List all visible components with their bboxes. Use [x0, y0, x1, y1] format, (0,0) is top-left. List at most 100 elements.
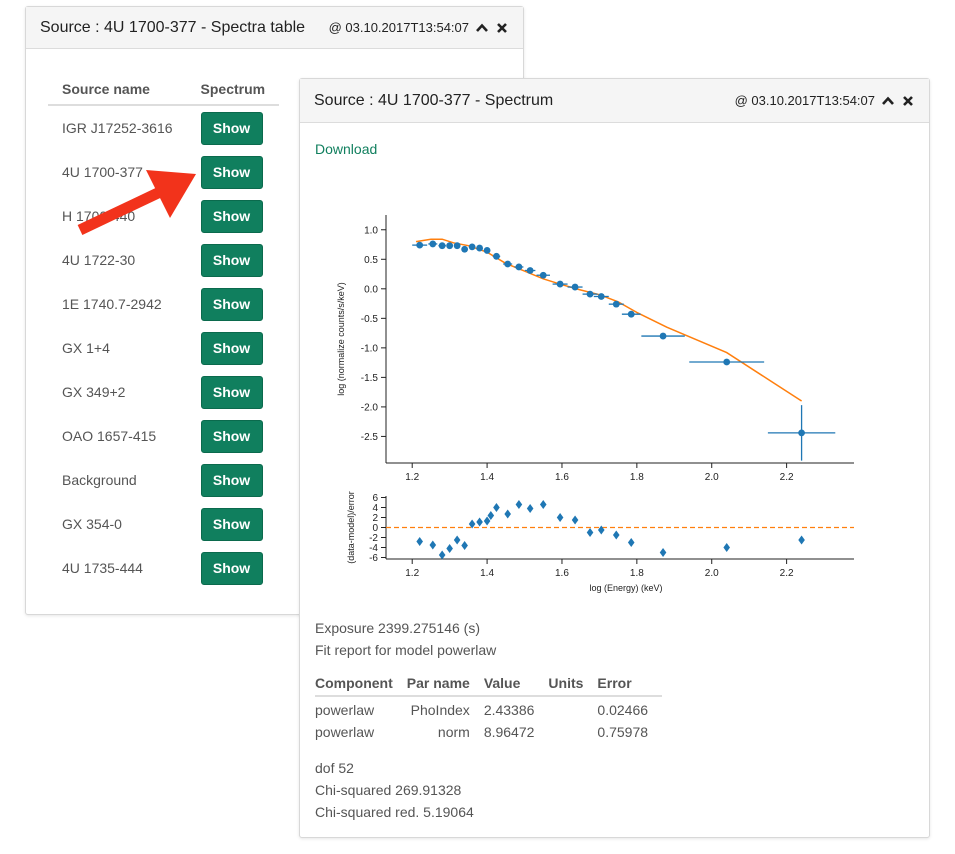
- model-line: [415, 238, 803, 402]
- spectrum-header: Source : 4U 1700-377 - Spectrum @ 03.10.…: [300, 79, 929, 123]
- source-name-cell: 4U 1722-30: [62, 252, 136, 268]
- table-row: GX 354-0 Show: [48, 502, 279, 546]
- fit-cell-units: [548, 696, 597, 719]
- chevron-up-icon[interactable]: [881, 94, 895, 108]
- spectrum-title: Source : 4U 1700-377 - Spectrum: [314, 91, 554, 109]
- residual-y-tick-label: -2: [369, 533, 378, 544]
- data-point: [416, 241, 424, 249]
- table-header-row: Source name Spectrum: [48, 77, 280, 106]
- residual-y-tick-label: 6: [372, 493, 378, 504]
- residual-point: [438, 550, 446, 560]
- spectrum-cell: Show: [187, 282, 280, 326]
- close-icon[interactable]: [901, 94, 915, 108]
- spectrum-cell: Show: [187, 326, 280, 370]
- data-point: [504, 260, 512, 268]
- residual-point: [586, 528, 594, 537]
- residual-point: [453, 535, 461, 545]
- column-header-spectrum: Spectrum: [186, 77, 280, 106]
- residual-x-axis-label: log (Energy) (keV): [589, 583, 662, 593]
- chi-squared-text: Chi-squared 269.91328: [315, 782, 462, 798]
- fit-table-row: powerlaw norm 8.96472 0.75978: [315, 719, 662, 741]
- fit-report-text: Fit report for model powerlaw: [315, 642, 497, 658]
- residual-point: [429, 540, 437, 550]
- residual-point: [461, 541, 468, 550]
- fit-table-header-row: Component Par name Value Units Error: [315, 675, 663, 697]
- fit-header-par-name: Par name: [406, 675, 484, 697]
- show-spectrum-button[interactable]: Show: [200, 243, 263, 277]
- spectra-table-header: Source : 4U 1700-377 - Spectra table @ 0…: [26, 7, 523, 49]
- exposure-text: Exposure 2399.275146 (s): [315, 620, 480, 636]
- arrow-pointer-icon: [77, 170, 196, 235]
- fit-cell-par-name: PhoIndex: [410, 702, 470, 718]
- show-spectrum-button[interactable]: Show: [200, 111, 263, 145]
- data-point: [586, 290, 594, 298]
- fit-header-error: Error: [597, 675, 663, 697]
- column-header-source-name: Source name: [48, 77, 187, 106]
- data-point: [571, 283, 579, 291]
- show-spectrum-button[interactable]: Show: [200, 287, 263, 321]
- spectrum-x-tick-label: 1.8: [630, 472, 644, 483]
- table-row: OAO 1657-415 Show: [48, 414, 279, 458]
- residual-point: [487, 511, 495, 520]
- source-name-cell: 4U 1700-377: [62, 164, 143, 180]
- table-row: GX 1+4 Show: [48, 326, 279, 370]
- data-point: [438, 242, 446, 250]
- data-point: [723, 358, 731, 366]
- fit-table-row: powerlaw PhoIndex 2.43386 0.02466: [315, 696, 662, 719]
- data-point: [453, 242, 461, 250]
- data-point: [612, 300, 620, 308]
- dof-text: dof 52: [315, 760, 354, 776]
- residual-point: [539, 500, 547, 509]
- data-point: [539, 271, 547, 279]
- show-spectrum-button[interactable]: Show: [200, 507, 263, 541]
- residual-y-tick-label: -6: [369, 553, 378, 564]
- source-name-cell: Background: [62, 472, 137, 488]
- show-spectrum-button[interactable]: Show: [200, 419, 263, 453]
- residual-point: [416, 537, 423, 546]
- spectra-table-title: Source : 4U 1700-377 - Spectra table: [40, 18, 306, 36]
- residual-x-tick-label: 1.2: [405, 568, 419, 579]
- spectrum-cell: Show: [187, 370, 280, 414]
- spectrum-y-tick-label: -1.5: [361, 373, 379, 384]
- data-point: [429, 240, 437, 248]
- spectrum-timestamp: @ 03.10.2017T13:54:07: [734, 93, 875, 108]
- table-row: Background Show: [48, 458, 279, 502]
- fit-cell-component: powerlaw: [315, 702, 375, 718]
- spectrum-cell: Show: [187, 238, 280, 282]
- spectrum-cell: Show: [187, 194, 280, 238]
- show-spectrum-button[interactable]: Show: [200, 155, 263, 189]
- residual-point: [483, 516, 491, 526]
- residual-point: [504, 509, 511, 519]
- spectrum-y-tick-label: 0.5: [364, 255, 378, 266]
- residual-x-tick-label: 2.2: [780, 568, 794, 579]
- table-row: IGR J17252-3616 Show: [48, 105, 279, 150]
- show-spectrum-button[interactable]: Show: [200, 331, 263, 365]
- table-row: 1E 1740.7-2942 Show: [48, 282, 279, 326]
- spectrum-panel: Source : 4U 1700-377 - Spectrum @ 03.10.…: [299, 78, 930, 838]
- close-icon[interactable]: [495, 21, 509, 35]
- residual-point: [571, 515, 579, 525]
- residual-x-tick-label: 1.6: [555, 568, 569, 579]
- download-link[interactable]: Download: [315, 141, 378, 157]
- spectrum-y-axis-label: log (normalize counts/s/keV): [336, 282, 346, 396]
- fit-table: Component Par name Value Units Error pow…: [315, 675, 663, 741]
- spectrum-x-tick-label: 1.4: [480, 472, 494, 483]
- spectrum-y-tick-label: 1.0: [364, 225, 378, 236]
- residual-point: [798, 535, 805, 545]
- residual-point: [515, 500, 523, 509]
- source-name-cell: GX 1+4: [62, 340, 110, 356]
- show-spectrum-button[interactable]: Show: [200, 551, 263, 585]
- residual-y-tick-label: 2: [372, 513, 378, 524]
- fit-header-value: Value: [483, 675, 549, 697]
- source-name-cell: GX 354-0: [62, 516, 122, 532]
- residual-point: [627, 538, 635, 547]
- spectrum-cell: Show: [187, 414, 280, 458]
- residual-y-tick-label: -4: [369, 543, 378, 554]
- chevron-up-icon[interactable]: [475, 21, 489, 35]
- show-spectrum-button[interactable]: Show: [200, 199, 263, 233]
- spectrum-x-tick-label: 2.0: [705, 472, 719, 483]
- show-spectrum-button[interactable]: Show: [200, 463, 263, 497]
- residual-y-axis-label: (data-model)/error: [346, 491, 356, 564]
- spectrum-x-tick-label: 2.2: [780, 472, 794, 483]
- show-spectrum-button[interactable]: Show: [200, 375, 263, 409]
